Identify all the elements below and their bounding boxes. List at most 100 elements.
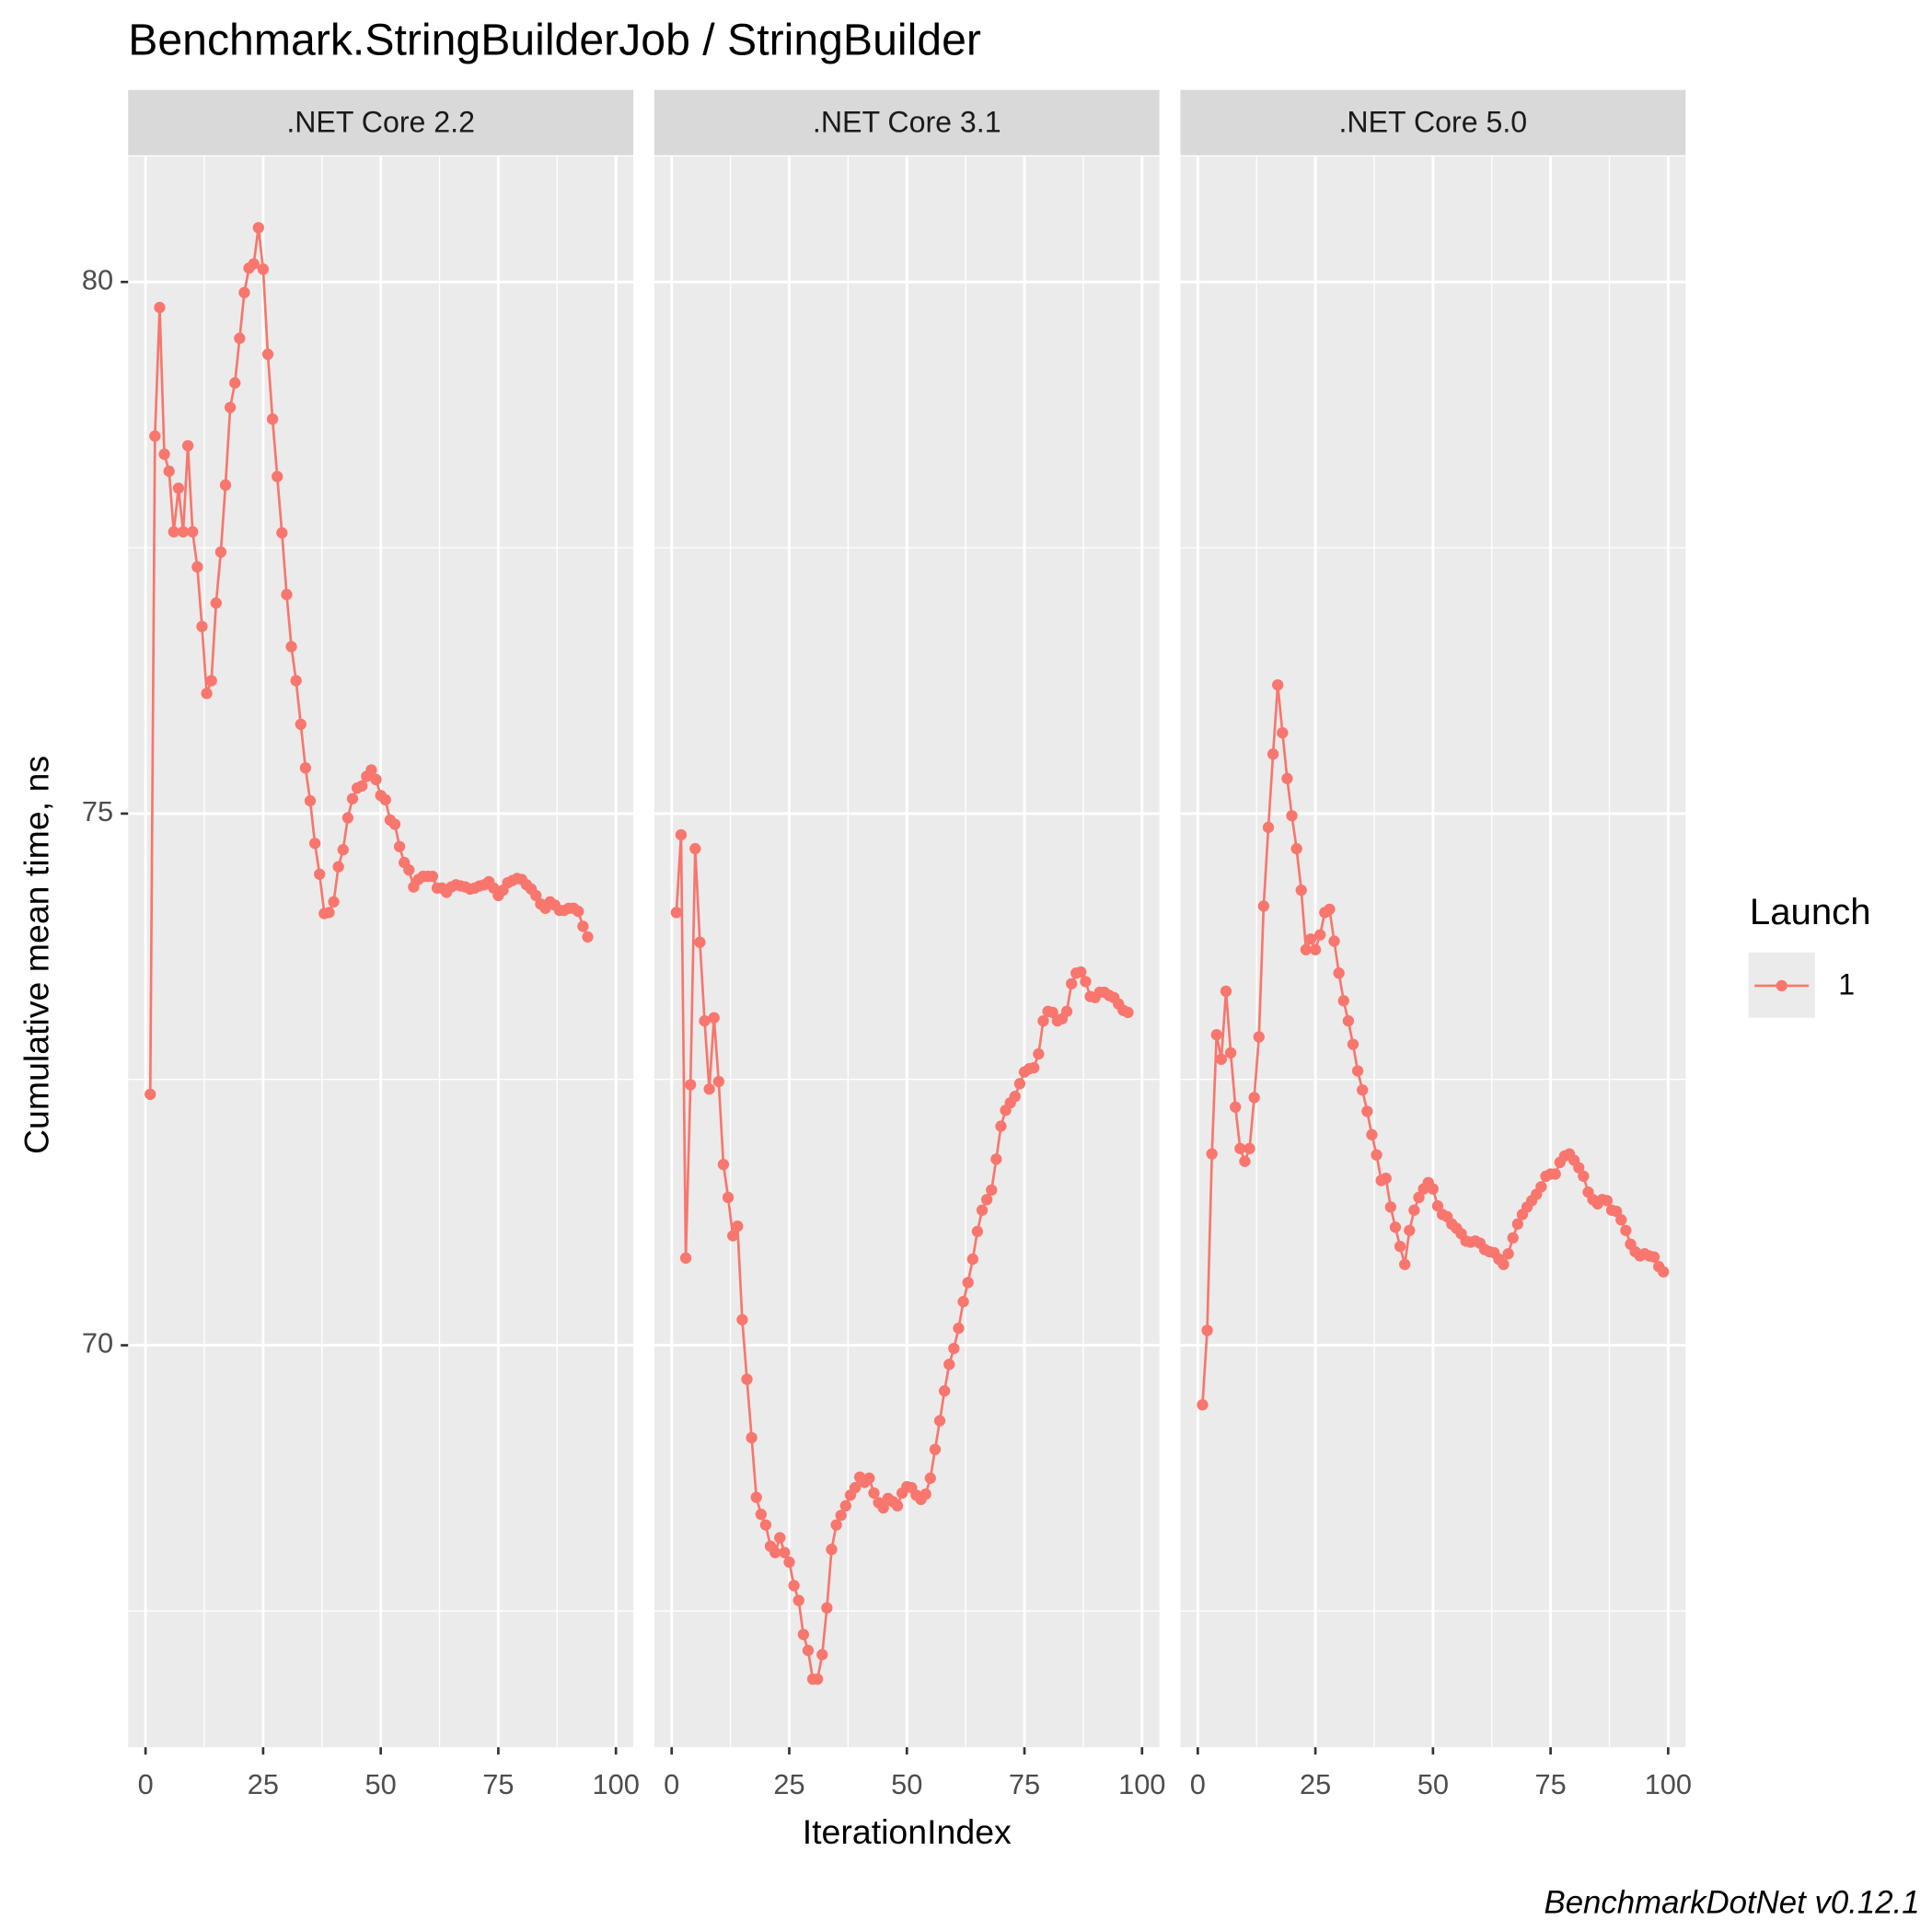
data-point bbox=[943, 1359, 955, 1371]
data-point bbox=[1262, 821, 1275, 834]
x-tick-label: 50 bbox=[891, 1768, 922, 1800]
facet-strip bbox=[128, 89, 634, 156]
data-point bbox=[1230, 1101, 1242, 1113]
data-point bbox=[1431, 1200, 1444, 1212]
data-point bbox=[1286, 810, 1298, 822]
data-point bbox=[849, 1482, 862, 1494]
data-point bbox=[1234, 1142, 1246, 1154]
data-point bbox=[826, 1544, 838, 1556]
data-point bbox=[323, 907, 335, 919]
data-point bbox=[783, 1556, 795, 1568]
data-point bbox=[699, 1015, 711, 1027]
data-point bbox=[261, 348, 274, 361]
data-point bbox=[712, 1075, 724, 1088]
data-point bbox=[332, 861, 344, 873]
data-point bbox=[792, 1594, 804, 1606]
data-point bbox=[356, 780, 368, 792]
data-point bbox=[717, 1158, 730, 1171]
data-point bbox=[924, 1472, 936, 1485]
data-point bbox=[797, 1628, 809, 1640]
data-point bbox=[1009, 1091, 1021, 1103]
data-point bbox=[163, 465, 175, 478]
data-point bbox=[238, 286, 250, 299]
data-point bbox=[868, 1487, 880, 1499]
data-point bbox=[976, 1204, 989, 1216]
data-point bbox=[1380, 1173, 1392, 1185]
data-point bbox=[722, 1191, 735, 1204]
data-point bbox=[755, 1509, 767, 1521]
data-point bbox=[266, 413, 279, 425]
data-point bbox=[1351, 1065, 1364, 1077]
data-point bbox=[154, 301, 166, 314]
data-point bbox=[750, 1491, 762, 1503]
x-tick-label: 75 bbox=[1534, 1768, 1566, 1800]
data-point bbox=[1309, 943, 1322, 955]
data-point bbox=[379, 793, 391, 806]
data-point bbox=[1347, 1038, 1359, 1050]
data-point bbox=[802, 1644, 815, 1657]
x-tick-label: 25 bbox=[773, 1768, 804, 1800]
data-point bbox=[938, 1385, 951, 1397]
data-point bbox=[281, 588, 293, 601]
data-point bbox=[257, 263, 270, 275]
data-point bbox=[1337, 995, 1349, 1007]
data-point bbox=[214, 546, 227, 558]
data-point bbox=[388, 818, 401, 830]
data-point bbox=[1304, 933, 1317, 945]
data-point bbox=[1206, 1148, 1218, 1160]
data-point bbox=[1220, 985, 1232, 998]
facet-label: .NET Core 5.0 bbox=[1339, 106, 1528, 139]
legend-title: Launch bbox=[1750, 891, 1871, 932]
x-tick-label: 0 bbox=[138, 1768, 154, 1800]
legend-marker bbox=[1776, 979, 1787, 992]
data-point bbox=[1253, 1031, 1265, 1043]
data-point bbox=[314, 868, 326, 880]
data-point bbox=[346, 792, 359, 804]
data-point bbox=[1507, 1232, 1519, 1244]
data-point bbox=[530, 889, 542, 902]
data-point bbox=[196, 620, 208, 632]
data-point bbox=[816, 1649, 828, 1660]
data-point bbox=[1033, 1047, 1045, 1060]
data-point bbox=[1535, 1181, 1547, 1193]
x-tick-label: 50 bbox=[1417, 1768, 1449, 1800]
data-point bbox=[577, 920, 589, 932]
data-point bbox=[582, 931, 594, 943]
data-point bbox=[1601, 1195, 1614, 1207]
data-point bbox=[1408, 1204, 1420, 1216]
data-point bbox=[746, 1431, 758, 1444]
data-point bbox=[1267, 748, 1279, 760]
data-point bbox=[337, 844, 349, 856]
data-point bbox=[1210, 1029, 1222, 1041]
data-point bbox=[1404, 1224, 1416, 1236]
data-point bbox=[685, 1079, 697, 1091]
data-point bbox=[990, 1153, 1002, 1165]
data-point bbox=[1257, 900, 1270, 912]
data-point bbox=[948, 1342, 960, 1355]
data-point bbox=[248, 258, 260, 270]
data-point bbox=[1239, 1155, 1251, 1167]
data-point bbox=[1201, 1325, 1213, 1336]
data-point bbox=[272, 470, 283, 482]
data-point bbox=[1328, 935, 1340, 947]
facet-label: .NET Core 2.2 bbox=[286, 106, 475, 139]
x-tick-label: 0 bbox=[664, 1768, 679, 1800]
x-tick-label: 75 bbox=[1009, 1768, 1040, 1800]
data-point bbox=[953, 1322, 965, 1335]
data-point bbox=[172, 482, 185, 494]
data-point bbox=[1028, 1061, 1040, 1074]
data-point bbox=[839, 1499, 851, 1512]
data-point bbox=[158, 448, 170, 460]
data-point bbox=[675, 828, 688, 841]
data-point bbox=[1224, 1047, 1237, 1059]
data-point bbox=[1324, 903, 1336, 916]
data-point bbox=[328, 896, 340, 908]
data-point bbox=[694, 936, 706, 948]
x-tick-label: 0 bbox=[1190, 1768, 1206, 1800]
x-tick-label: 100 bbox=[592, 1768, 639, 1800]
x-tick-label: 100 bbox=[1118, 1768, 1165, 1800]
data-point bbox=[877, 1502, 889, 1514]
data-point bbox=[835, 1510, 847, 1521]
data-point bbox=[308, 838, 321, 850]
data-point bbox=[1248, 1092, 1260, 1104]
